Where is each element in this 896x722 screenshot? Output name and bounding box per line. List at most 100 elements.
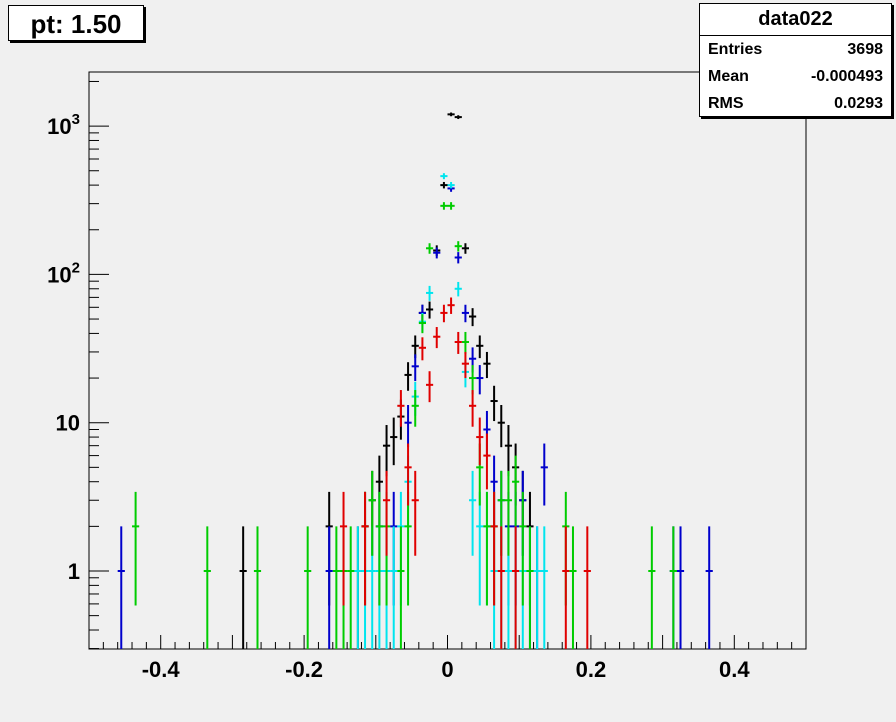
data-point [425, 285, 434, 301]
series-3 [132, 202, 677, 649]
data-point [418, 337, 426, 361]
data-point [648, 526, 656, 649]
data-point [526, 526, 534, 649]
stats-row-entries: Entries 3698 [700, 36, 891, 63]
stats-title: data022 [700, 4, 891, 36]
x-tick-label: 0 [441, 657, 453, 682]
stats-value: 0.0293 [834, 95, 883, 112]
data-point [382, 425, 391, 477]
data-point [411, 390, 419, 427]
data-point [411, 335, 419, 359]
data-point [375, 491, 383, 606]
data-point [562, 526, 570, 649]
data-point [476, 491, 484, 606]
stats-label: RMS [708, 95, 744, 112]
data-point [540, 443, 548, 506]
data-point [404, 405, 412, 448]
data-point [705, 526, 713, 649]
data-point [382, 470, 391, 556]
x-tick-label: -0.2 [285, 657, 323, 682]
data-point [440, 304, 448, 323]
data-point [354, 526, 362, 649]
y-tick-label: 1 [68, 559, 80, 584]
data-point [512, 526, 520, 649]
data-point [504, 470, 513, 556]
data-point [368, 470, 376, 556]
data-point [447, 112, 455, 117]
data-point [447, 202, 455, 210]
data-point [490, 385, 498, 422]
data-point [497, 526, 505, 649]
data-point [425, 301, 434, 319]
data-point [425, 371, 434, 403]
data-point [469, 308, 477, 327]
axes: -0.4 -0.2 0 0.2 0.4 1 10 102 103 [47, 80, 807, 682]
data-point [425, 243, 434, 254]
data-point [461, 243, 470, 254]
data-point [533, 526, 541, 649]
data-point [404, 443, 412, 506]
data-point [504, 425, 513, 477]
data-point [397, 526, 405, 649]
data-point [397, 390, 405, 427]
data-point [332, 526, 340, 649]
data-point [476, 365, 484, 395]
data-point [490, 491, 498, 606]
series-2 [354, 173, 548, 649]
data-point [404, 491, 412, 606]
data-point [469, 365, 477, 395]
x-tick-label: -0.4 [142, 657, 181, 682]
x-tick-label: 0.2 [576, 657, 607, 682]
y-tick-label: 10 [56, 411, 80, 436]
data-points [117, 112, 713, 649]
data-point [390, 526, 398, 649]
data-point [483, 351, 491, 379]
data-point [461, 304, 470, 323]
data-point [239, 526, 247, 649]
data-point [512, 455, 520, 527]
data-point [203, 526, 211, 649]
data-point [440, 181, 448, 189]
data-point [669, 526, 677, 649]
data-point [676, 526, 685, 649]
data-point [583, 526, 591, 649]
x-tick-label: 0.4 [719, 657, 750, 682]
data-point [440, 202, 448, 210]
data-point [540, 526, 548, 649]
data-point [461, 331, 470, 354]
stats-row-rms: RMS 0.0293 [700, 90, 891, 117]
data-point [469, 390, 477, 427]
stats-box: data022 Entries 3698 Mean -0.000493 RMS … [699, 3, 892, 117]
data-point [253, 526, 262, 649]
plot-frame [88, 71, 807, 650]
data-point [497, 405, 505, 448]
data-point [454, 331, 462, 354]
data-point [411, 470, 419, 556]
data-point [347, 526, 355, 649]
data-point [454, 241, 462, 252]
stats-value: 3698 [847, 41, 883, 58]
data-point [461, 351, 470, 379]
stats-value: -0.000493 [810, 68, 883, 85]
data-point [433, 327, 441, 349]
data-point [447, 181, 455, 189]
data-point [390, 417, 398, 466]
data-point [454, 281, 462, 297]
y-tick-label: 103 [47, 111, 80, 139]
data-point [404, 362, 412, 391]
data-point [325, 526, 333, 649]
stats-row-mean: Mean -0.000493 [700, 63, 891, 90]
data-point [469, 470, 477, 556]
data-point [411, 354, 419, 382]
stats-label: Mean [708, 68, 749, 85]
y-tick-label: 102 [47, 259, 80, 287]
data-point [454, 115, 462, 120]
data-point [476, 417, 484, 466]
pad-title: pt: 1.50 [8, 5, 144, 41]
data-point [433, 247, 441, 259]
series-4 [339, 297, 591, 649]
data-point [132, 491, 140, 606]
data-point [519, 491, 527, 606]
stats-label: Entries [708, 41, 763, 58]
data-point [447, 297, 455, 314]
